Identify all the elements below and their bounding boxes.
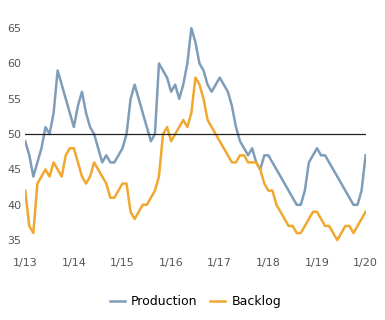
Line: Backlog: Backlog: [25, 77, 366, 240]
Production: [141, 111, 145, 115]
Production: [363, 153, 368, 157]
Backlog: [128, 210, 133, 214]
Backlog: [23, 189, 28, 193]
Production: [80, 90, 84, 94]
Backlog: [197, 83, 202, 87]
Production: [189, 26, 194, 30]
Production: [295, 203, 299, 207]
Production: [23, 139, 28, 143]
Backlog: [141, 203, 145, 207]
Backlog: [363, 210, 368, 214]
Backlog: [193, 76, 198, 79]
Production: [124, 132, 129, 136]
Legend: Production, Backlog: Production, Backlog: [105, 290, 286, 313]
Backlog: [351, 231, 356, 235]
Backlog: [124, 182, 129, 186]
Line: Production: Production: [25, 28, 366, 205]
Production: [351, 203, 356, 207]
Backlog: [335, 238, 340, 242]
Backlog: [80, 175, 84, 179]
Production: [197, 61, 202, 65]
Production: [128, 97, 133, 101]
